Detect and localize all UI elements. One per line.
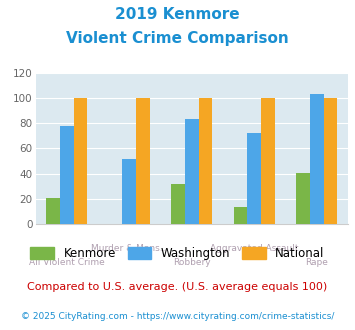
Text: 2019 Kenmore: 2019 Kenmore (115, 7, 240, 22)
Legend: Kenmore, Washington, National: Kenmore, Washington, National (26, 242, 329, 264)
Text: Robbery: Robbery (173, 258, 211, 267)
Bar (136, 98, 150, 224)
Bar (185, 119, 198, 224)
Text: All Violent Crime: All Violent Crime (29, 258, 105, 267)
Text: Murder & Mans...: Murder & Mans... (91, 244, 168, 253)
Bar (73, 98, 87, 224)
Text: © 2025 CityRating.com - https://www.cityrating.com/crime-statistics/: © 2025 CityRating.com - https://www.city… (21, 312, 334, 321)
Bar (296, 173, 310, 224)
Text: Compared to U.S. average. (U.S. average equals 100): Compared to U.S. average. (U.S. average … (27, 282, 328, 292)
Bar (122, 159, 136, 224)
Bar (310, 94, 323, 224)
Bar (234, 207, 247, 224)
Bar (171, 184, 185, 224)
Text: Rape: Rape (305, 258, 328, 267)
Bar (198, 98, 212, 224)
Bar (60, 126, 73, 224)
Text: Aggravated Assault: Aggravated Assault (210, 244, 299, 253)
Bar (323, 98, 337, 224)
Bar (261, 98, 275, 224)
Text: Violent Crime Comparison: Violent Crime Comparison (66, 31, 289, 46)
Bar (247, 133, 261, 224)
Bar (46, 198, 60, 224)
